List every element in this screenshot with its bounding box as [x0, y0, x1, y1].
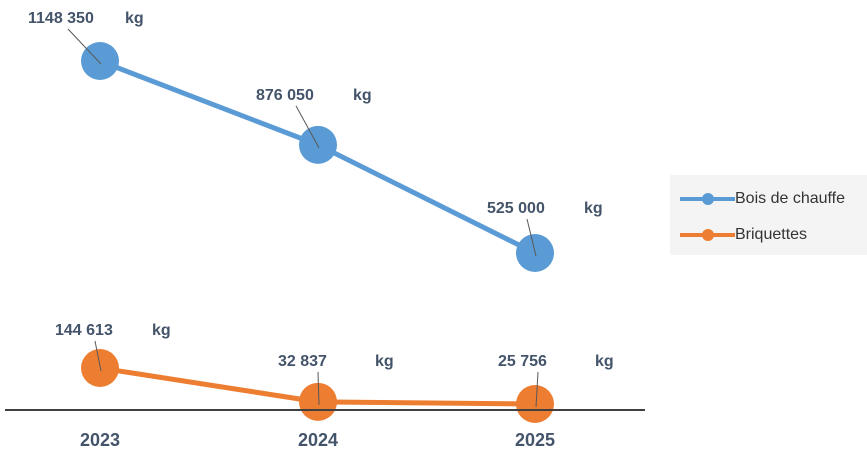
data-label-value: 1148 350	[28, 10, 94, 27]
x-tick-label: 2023	[80, 430, 120, 450]
legend-marker-icon	[680, 223, 735, 247]
data-label-unit: kg	[353, 87, 372, 104]
label-leader-line	[317, 371, 320, 405]
data-point	[516, 385, 554, 423]
data-labels: 1148 350 kg 876 050 kg 525 000 kg 144 613 kg 32 …	[28, 10, 614, 408]
label-leader-line	[94, 340, 102, 372]
legend-label: Bois de chauffe	[735, 190, 846, 207]
data-label-value: 144 613	[55, 322, 113, 339]
label-leader-line	[535, 371, 539, 408]
data-label-value: 25 756	[498, 353, 547, 370]
label-leader-line	[67, 28, 102, 65]
data-label-unit: kg	[375, 353, 394, 370]
label-leader-line	[295, 105, 320, 149]
legend: Bois de chauffe Briquettes	[670, 175, 867, 255]
data-label-unit: kg	[152, 322, 171, 339]
legend-item-briquettes: Briquettes	[680, 223, 807, 247]
data-label-value: 876 050	[256, 87, 314, 104]
data-label-value: 32 837	[278, 353, 327, 370]
data-label-unit: kg	[595, 353, 614, 370]
data-label-unit: kg	[584, 200, 603, 217]
x-tick-label: 2025	[515, 430, 555, 450]
data-point	[81, 42, 119, 80]
x-tick-label: 2024	[298, 430, 338, 450]
x-axis-ticks: 2023 2024 2025	[80, 430, 555, 450]
data-label-unit: kg	[125, 10, 144, 27]
label-leader-line	[526, 218, 537, 257]
data-point	[299, 125, 337, 164]
legend-marker-icon	[680, 187, 735, 211]
data-point	[299, 382, 337, 421]
legend-item-bois-de-chauffe: Bois de chauffe	[680, 187, 845, 211]
data-label-value: 525 000	[487, 200, 545, 217]
legend-label: Briquettes	[735, 226, 808, 243]
